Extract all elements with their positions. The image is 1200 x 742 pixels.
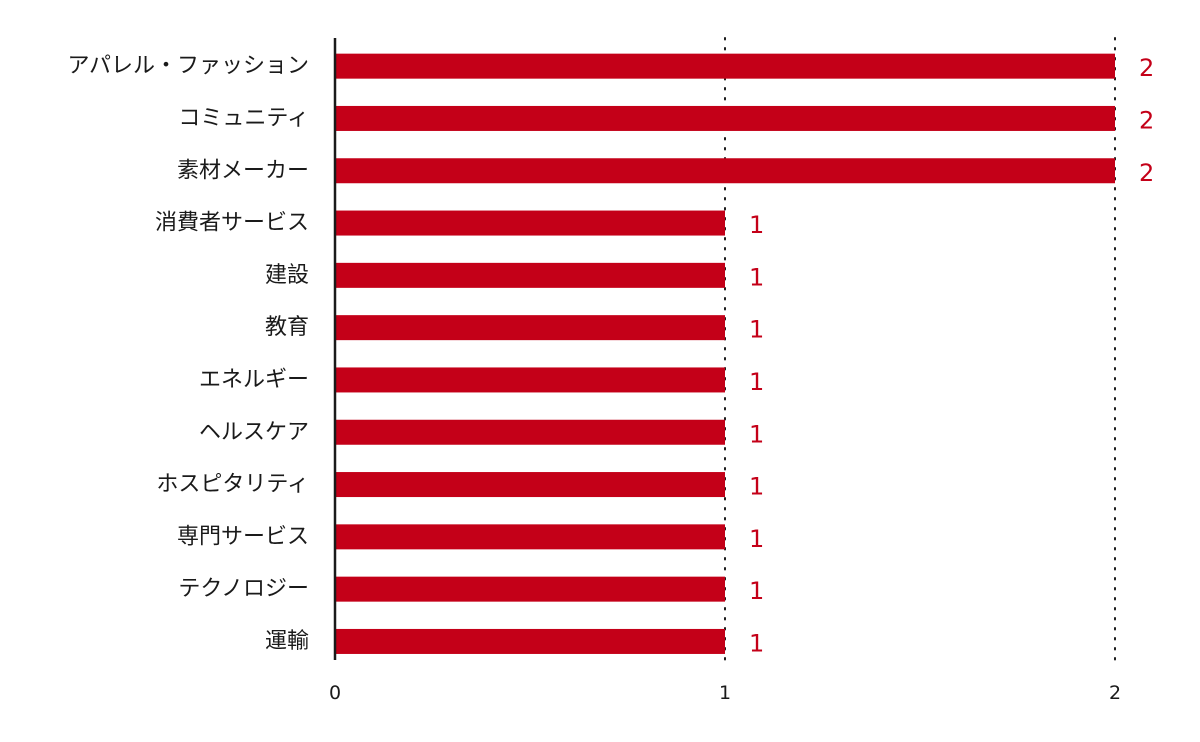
bar-5 [335,315,725,341]
data-label-5: 1 [749,316,764,344]
data-label-0: 2 [1139,54,1154,82]
bar-6 [335,367,725,393]
bar-10 [335,576,725,602]
category-label-1: コミュニティ [178,106,309,131]
bar-3 [335,210,725,236]
data-label-3: 1 [749,211,764,239]
category-label-2: 素材メーカー [177,158,309,183]
data-label-7: 1 [749,420,764,448]
data-label-8: 1 [749,473,764,501]
data-label-6: 1 [749,368,764,396]
data-label-1: 2 [1139,106,1154,134]
bar-9 [335,524,725,550]
data-label-9: 1 [749,525,764,553]
bar-2 [335,158,1115,184]
labels-layer: アパレル・ファッション 2 コミュニティ 2 素材メーカー 2 消費者サービス 1 建設 1 教育 1… [67,54,1154,658]
data-label-4: 1 [749,263,764,291]
category-label-3: 消費者サービス [155,211,309,236]
data-label-2: 2 [1139,159,1154,187]
category-label-4: 建設 [265,263,309,288]
data-label-10: 1 [749,577,764,605]
bar-1 [335,105,1115,131]
x-tick-label-1: 1 [719,682,731,704]
category-label-6: エネルギー [199,367,309,392]
bar-8 [335,472,725,498]
x-tick-label-2: 2 [1109,682,1121,704]
bar-0 [335,53,1115,79]
category-label-11: 運輸 [265,629,309,654]
category-label-8: ホスピタリティ [156,472,309,497]
bar-7 [335,419,725,445]
bar-11 [335,628,725,654]
category-label-10: テクノロジー [178,577,309,602]
data-label-11: 1 [749,629,764,657]
axis-layer: 0 1 2 [329,38,1121,704]
category-label-9: 専門サービス [177,524,309,549]
x-tick-label-0: 0 [329,682,341,704]
category-label-0: アパレル・ファッション [67,54,309,79]
category-label-5: 教育 [265,315,309,340]
category-label-7: ヘルスケア [199,420,309,445]
bar-4 [335,262,725,288]
bars-layer [335,53,1115,654]
grid-layer [724,37,1116,661]
